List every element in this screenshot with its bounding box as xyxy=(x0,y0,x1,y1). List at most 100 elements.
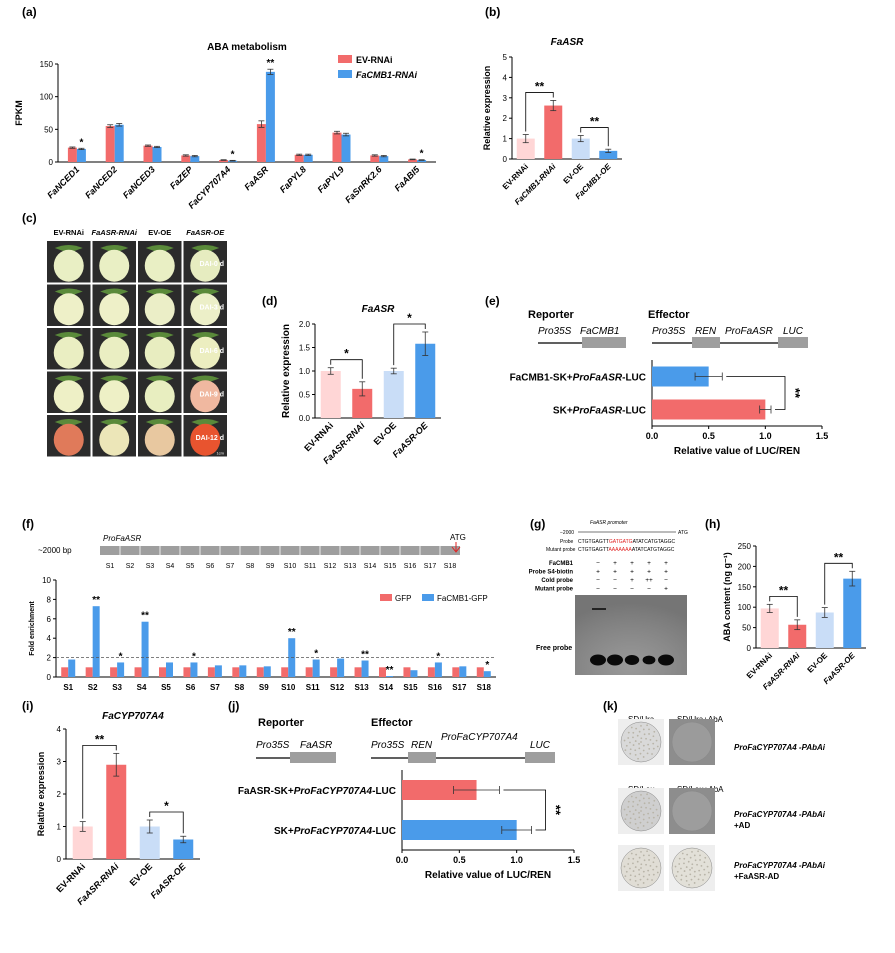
colony-dot xyxy=(653,856,656,859)
colony-dot xyxy=(691,867,693,869)
significance-bracket xyxy=(503,789,546,831)
chart-i: 0 1 2 3 4 Relative expression FaCYP707A4 EV-RNA… xyxy=(36,711,200,907)
colony-dot xyxy=(624,875,627,878)
colony-dot xyxy=(648,873,651,876)
bar-a-7-1 xyxy=(341,134,351,162)
strawberry-fruit xyxy=(144,293,175,326)
bar-f-3-1 xyxy=(141,621,149,677)
colony-dot xyxy=(648,859,650,861)
colony-dot xyxy=(651,822,653,824)
emsa-cell: + xyxy=(630,577,634,584)
bar-f-6-0 xyxy=(207,667,215,677)
significance-label: ** xyxy=(779,583,789,597)
x-tick-label: EV-OE xyxy=(372,420,399,447)
x-tick-label: EV-RNAi xyxy=(302,420,335,453)
bar-f-1-1 xyxy=(92,606,100,677)
significance-label: ** xyxy=(788,388,803,399)
bar-a-4-0 xyxy=(219,160,229,162)
bar-a-6-1 xyxy=(303,154,313,162)
colony-dot xyxy=(691,863,694,866)
emsa-condition-table: FaCMB1− + + + +Probe S4-biotin + + + + +Cold prob… xyxy=(529,560,668,593)
bar-a-7-0 xyxy=(332,132,342,162)
significance-label: * xyxy=(407,311,412,325)
emsa-atg: ATG xyxy=(678,530,688,536)
legend-swatch xyxy=(338,55,352,63)
colony-dot xyxy=(640,863,643,866)
colony-dot xyxy=(632,800,635,803)
colony-dot xyxy=(640,725,642,727)
ren-box-j xyxy=(408,752,436,763)
colony-dot xyxy=(655,808,658,811)
segment-label: S2 xyxy=(126,563,135,570)
legend-swatch xyxy=(380,594,392,601)
colony-dot xyxy=(632,805,634,808)
segment-label: S15 xyxy=(384,563,397,570)
x-tick-label: EV-OE xyxy=(128,861,155,888)
colony-dot xyxy=(642,825,645,827)
colony-dot xyxy=(634,809,637,811)
x-tick-label: S7 xyxy=(210,683,220,692)
colony-dot xyxy=(638,799,641,802)
colony-dot xyxy=(647,869,650,872)
bar-i-1-0 xyxy=(106,764,127,859)
category-label: SK+ProFaASR-LUC xyxy=(553,406,646,417)
significance-label: ** xyxy=(95,732,105,746)
emsa-cell: + xyxy=(613,569,617,576)
legend-label: GFP xyxy=(395,594,411,603)
colony-dot xyxy=(627,857,630,860)
reporter-title-j: Reporter xyxy=(258,717,305,729)
colony-dot xyxy=(638,873,641,876)
significance-star: ** xyxy=(267,58,275,69)
colony-dot xyxy=(655,865,658,868)
calyx xyxy=(100,332,129,340)
colony-dot xyxy=(642,870,645,873)
calyx xyxy=(100,288,129,297)
legend-a: EV-RNAi FaCMB1-RNAi xyxy=(338,55,418,80)
colony-dot xyxy=(640,806,643,809)
colony-dot xyxy=(697,878,700,881)
colony-dot xyxy=(642,756,645,758)
bar-f-5-1 xyxy=(190,662,198,677)
colony-dot xyxy=(623,865,626,868)
emsa-row-label: Probe S4-biotin xyxy=(529,570,574,576)
calyx xyxy=(100,245,129,253)
hbar-e-1 xyxy=(652,399,766,420)
colony-dot xyxy=(646,850,648,853)
x-tick-label: S11 xyxy=(306,683,320,692)
calyx xyxy=(54,288,83,297)
significance-star: ** xyxy=(288,627,296,638)
significance-bracket xyxy=(330,359,363,379)
colony-dot xyxy=(649,865,652,867)
colony-dot xyxy=(642,875,645,878)
x-tick-label: S8 xyxy=(234,683,244,692)
emsa-cell: + xyxy=(664,586,668,593)
emsa-promoter: FaASR promoter xyxy=(590,520,628,526)
colony-dot xyxy=(694,859,697,862)
colony-dot xyxy=(623,808,626,811)
x-tick-label: 0.0 xyxy=(396,855,409,865)
colony-dot xyxy=(629,752,632,755)
x-tick-label: FaNCED2 xyxy=(83,164,119,200)
luc-box-j xyxy=(525,752,555,763)
colony-dot xyxy=(646,878,649,881)
y-tick-label: 10 xyxy=(42,576,51,585)
emsa-cell: + xyxy=(596,569,600,576)
colony-dot xyxy=(648,747,651,750)
colony-dot xyxy=(642,818,645,821)
colony-dot xyxy=(640,851,642,853)
segment-label: S17 xyxy=(424,563,437,570)
bar-a-1-1 xyxy=(114,124,124,162)
colony-dot xyxy=(685,866,688,868)
significance-star: * xyxy=(119,651,123,662)
photo-row-label: DAI-12 d xyxy=(196,435,224,442)
photo-column-header: EV-OE xyxy=(148,228,171,237)
calyx xyxy=(191,245,220,253)
significance-star: ** xyxy=(92,595,100,606)
colony-dot xyxy=(681,852,684,855)
significance-star: ** xyxy=(141,611,149,622)
colony-dot xyxy=(645,806,647,809)
atg-arrow xyxy=(451,542,461,553)
legend-f: GFP FaCMB1-GFP xyxy=(380,594,488,603)
